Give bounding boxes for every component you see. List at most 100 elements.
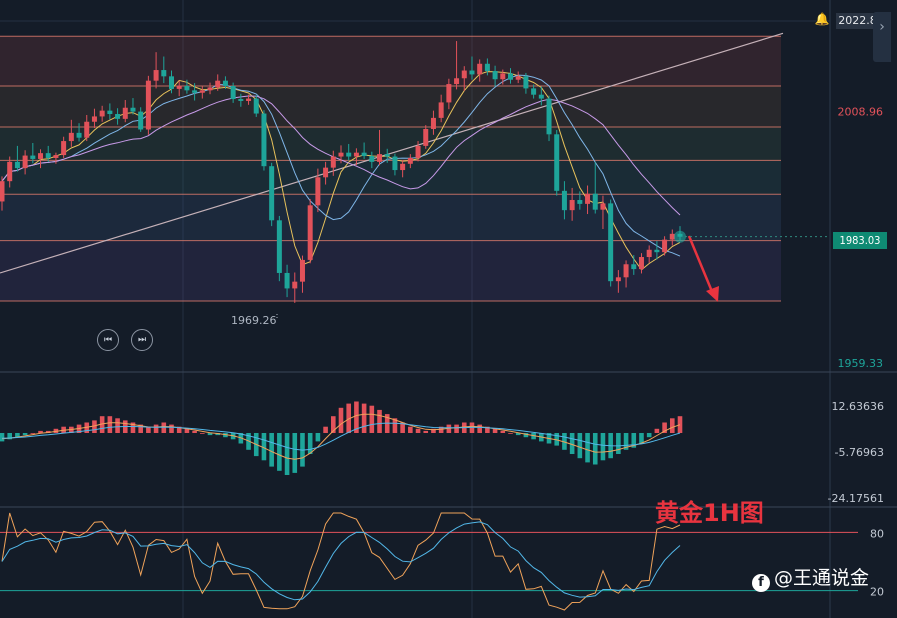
chevron-right-icon[interactable]: › — [873, 12, 891, 62]
candle-body — [585, 193, 591, 204]
macd-histogram-bar — [92, 420, 97, 433]
macd-histogram-bar — [261, 433, 267, 461]
macd-histogram-bar — [523, 433, 529, 438]
candle-body — [276, 220, 282, 273]
candle-body — [353, 152, 359, 157]
fib-band — [0, 36, 781, 86]
macd-histogram-bar — [569, 433, 575, 454]
candle-body — [407, 157, 413, 164]
macd-histogram-bar — [0, 433, 5, 442]
macd-histogram-bar — [531, 433, 536, 440]
macd-axis-label: -5.76963 — [835, 446, 884, 459]
macd-histogram-bar — [392, 418, 398, 433]
candle-body — [430, 117, 436, 129]
macd-histogram-bar — [369, 405, 375, 433]
macd-histogram-bar — [400, 422, 405, 433]
macd-histogram-bar — [7, 433, 13, 440]
candle-body — [84, 121, 90, 138]
macd-histogram-bar — [562, 433, 567, 450]
candle-body — [261, 113, 267, 167]
candle-body — [508, 73, 513, 80]
macd-histogram-bar — [99, 416, 105, 433]
author-name: @王通说金 — [774, 567, 870, 589]
candle-body — [22, 155, 28, 169]
macd-histogram-bar — [377, 409, 382, 433]
macd-histogram-bar — [492, 428, 498, 433]
candle-body — [138, 111, 144, 130]
macd-histogram-bar — [508, 433, 513, 434]
macd-histogram-bar — [184, 428, 190, 433]
candle-body — [669, 233, 675, 240]
macd-histogram-bar — [107, 416, 113, 433]
macd-histogram-bar — [669, 418, 675, 433]
macd-histogram-bar — [423, 430, 429, 433]
macd-axis-label: -24.17561 — [828, 492, 884, 505]
prev-button[interactable]: ⏮ — [97, 329, 119, 351]
candle-body — [14, 161, 20, 169]
macd-histogram-bar — [677, 416, 683, 433]
candle-body — [638, 257, 644, 270]
candle-body — [207, 87, 213, 91]
macd-histogram-bar — [631, 433, 637, 448]
candle-body — [176, 85, 182, 89]
candle-body — [592, 193, 598, 210]
macd-histogram-bar — [408, 426, 413, 433]
next-button[interactable]: ⏭ — [131, 329, 153, 351]
candle-body — [662, 239, 668, 253]
macd-histogram-bar — [577, 433, 583, 459]
candle-body — [130, 107, 136, 112]
current-price-tag: 1983.03 — [833, 232, 887, 249]
candle-body — [608, 203, 614, 282]
candle-body — [292, 281, 298, 289]
candle-body — [438, 102, 444, 118]
candle-body — [654, 249, 660, 253]
candle-body — [307, 205, 313, 260]
candle-body — [523, 76, 529, 89]
candle-body — [284, 272, 290, 289]
macd-histogram-bar — [554, 433, 560, 446]
macd-histogram-bar — [30, 433, 36, 434]
candle-body — [577, 200, 583, 204]
macd-histogram-bar — [277, 433, 282, 471]
candle-body — [515, 76, 521, 80]
macd-histogram-bar — [485, 426, 490, 433]
candle-body — [377, 154, 383, 162]
candle-body — [145, 80, 151, 130]
macd-histogram-bar — [654, 428, 660, 433]
candle-body — [415, 145, 421, 158]
last-price-glow — [674, 230, 686, 243]
candle-body — [253, 98, 259, 114]
candle-body — [477, 63, 483, 75]
macd-histogram-bar — [454, 424, 459, 433]
macd-histogram-bar — [84, 422, 90, 433]
macd-histogram-bar — [616, 433, 621, 454]
candle-body — [392, 156, 398, 171]
macd-histogram-bar — [22, 433, 28, 436]
macd-dea-line — [1, 422, 681, 451]
candle-body — [192, 90, 198, 93]
candle-body — [61, 141, 67, 156]
author-watermark: f @王通说金 — [752, 563, 869, 592]
candle-body — [338, 152, 344, 157]
candle-body — [569, 200, 575, 211]
trendline — [0, 32, 784, 274]
macd-dif-line — [1, 413, 681, 460]
candle-body — [561, 190, 567, 211]
macd-histogram-bar — [646, 433, 652, 438]
rsi-axis-label: 80 — [870, 527, 884, 540]
candle-body — [461, 70, 467, 79]
candle-body — [484, 63, 490, 72]
candle-body — [554, 134, 560, 191]
candle-body — [600, 203, 606, 210]
macd-histogram-bar — [585, 433, 590, 463]
candle-body — [446, 84, 452, 103]
candle-body — [538, 94, 544, 99]
macd-histogram-bar — [323, 426, 328, 433]
macd-histogram-bar — [192, 430, 197, 433]
fib-band — [0, 194, 781, 241]
skip-back-icon: ⏮ — [103, 335, 113, 345]
candle-body — [53, 155, 59, 158]
bell-icon[interactable]: 🔔 — [814, 12, 830, 26]
macd-histogram-bar — [207, 433, 213, 436]
